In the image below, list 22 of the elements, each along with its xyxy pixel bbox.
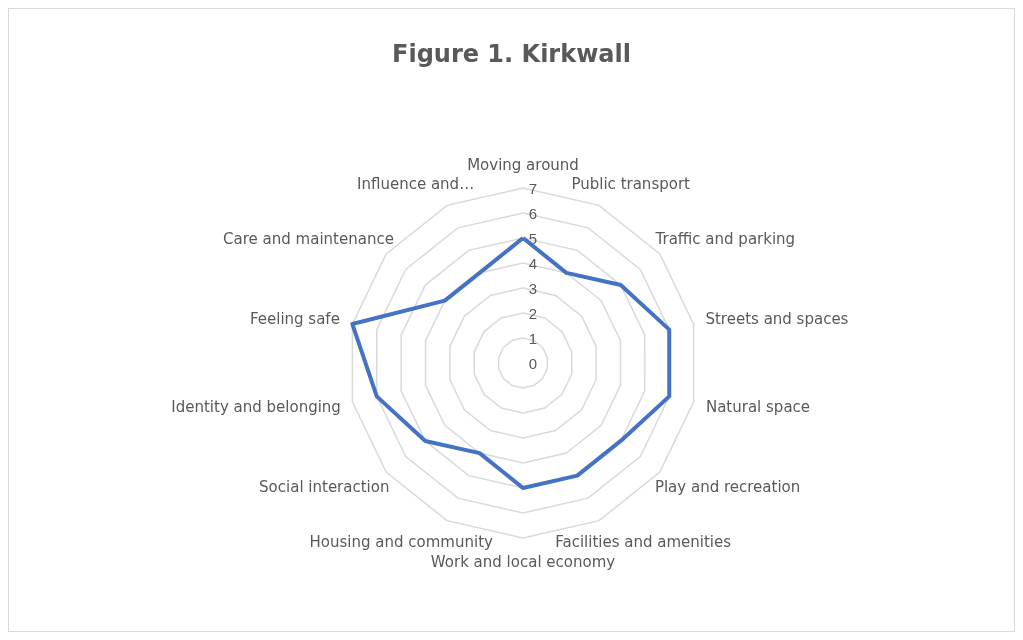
y-tick-label: 1: [528, 329, 537, 347]
y-tick-label: 3: [528, 279, 537, 297]
y-tick-label: 4: [528, 254, 537, 272]
spoke-label: Influence and…: [357, 175, 475, 194]
spoke-label: Public transport: [571, 175, 691, 194]
spoke-label: Facilities and amenities: [555, 532, 732, 551]
spoke-label: Play and recreation: [654, 477, 801, 496]
spoke-label: Social interaction: [259, 477, 390, 496]
y-tick-label: 6: [528, 204, 537, 222]
spoke-label: Care and maintenance: [223, 230, 394, 249]
spoke-label: Feeling safe: [249, 309, 340, 328]
spoke-label: Traffic and parking: [654, 230, 796, 249]
y-tick-label: 7: [528, 179, 537, 197]
spoke-label: Streets and spaces: [705, 309, 849, 328]
spoke-label: Moving around: [467, 155, 579, 174]
y-tick-label: 0: [528, 354, 537, 372]
spoke-label: Natural space: [705, 398, 811, 417]
spoke-label: Work and local economy: [430, 552, 616, 571]
y-tick-label: 2: [528, 304, 537, 322]
spoke-label: Identity and belonging: [171, 398, 341, 417]
spoke-label: Housing and community: [309, 532, 493, 551]
chart-title: Figure 1. Kirkwall: [392, 40, 631, 68]
